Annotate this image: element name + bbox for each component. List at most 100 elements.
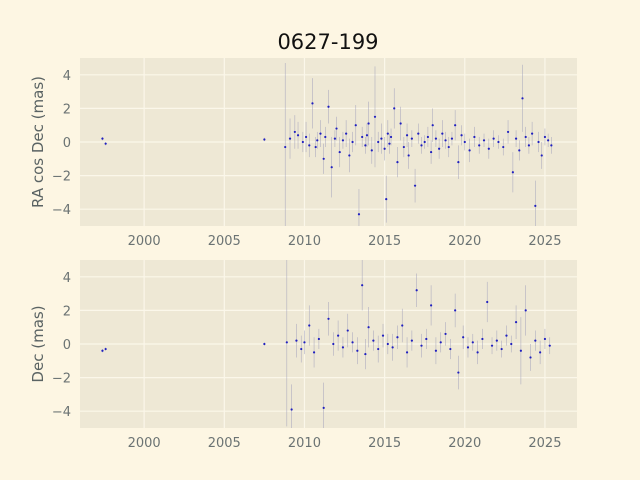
data-point — [367, 326, 370, 329]
dec-panel: 2000 2005 2010 2015 2020 2025 4 2 0 −2 −4 Dec (mas) — [29, 260, 577, 451]
data-point — [401, 324, 404, 327]
data-point — [385, 198, 388, 201]
data-point — [285, 341, 288, 344]
data-point — [438, 147, 441, 150]
y-tick-label: 0 — [63, 136, 71, 151]
data-point — [303, 341, 306, 344]
data-point — [372, 339, 375, 342]
data-point — [423, 140, 426, 144]
x-tick-label: 2000 — [128, 234, 161, 249]
data-point — [351, 341, 354, 344]
data-point — [426, 135, 429, 139]
data-point — [527, 144, 531, 147]
data-point — [487, 147, 490, 150]
data-point — [514, 137, 518, 140]
data-point — [296, 134, 300, 137]
data-point — [357, 213, 361, 216]
data-point — [450, 137, 454, 140]
data-point — [327, 317, 330, 320]
data-point — [548, 344, 551, 347]
data-point — [430, 150, 433, 154]
data-point — [290, 408, 293, 411]
data-point — [396, 161, 399, 164]
data-point — [308, 144, 311, 147]
data-point — [345, 132, 348, 135]
data-point — [540, 154, 543, 157]
data-point — [476, 351, 479, 354]
y-tick-label: −4 — [52, 405, 71, 420]
data-point — [471, 341, 474, 344]
data-point — [519, 349, 522, 352]
data-point — [482, 139, 486, 142]
data-point — [410, 137, 413, 140]
data-point — [524, 135, 527, 139]
data-point — [300, 347, 303, 351]
data-point — [319, 132, 322, 135]
y-tick-label: 2 — [63, 102, 71, 117]
data-point — [410, 339, 413, 342]
data-point — [364, 144, 367, 147]
data-point — [311, 102, 314, 105]
data-point — [434, 349, 438, 352]
x-tick-label: 2000 — [128, 436, 161, 451]
data-point — [518, 149, 521, 152]
data-point — [543, 135, 547, 139]
data-point — [301, 140, 304, 144]
data-point — [348, 154, 351, 157]
data-point — [354, 124, 357, 127]
data-point — [364, 352, 367, 356]
data-point — [351, 140, 354, 144]
data-point — [537, 140, 540, 144]
data-point — [457, 161, 460, 164]
data-point — [335, 127, 338, 130]
data-point — [531, 132, 534, 135]
data-point — [327, 105, 330, 108]
data-point — [365, 134, 369, 137]
x-tick-label: 2020 — [448, 234, 481, 249]
data-point — [293, 130, 296, 134]
data-point — [386, 342, 389, 346]
ra-panel: 2000 2005 2010 2015 2020 2025 4 2 0 −2 −4 RA cos De… — [29, 58, 577, 249]
data-point — [486, 300, 489, 304]
y-tick-label: −4 — [52, 203, 71, 218]
x-tick-label: 2005 — [208, 234, 241, 249]
data-point — [377, 347, 380, 351]
x-tick-label: 2025 — [528, 436, 561, 451]
data-point — [497, 140, 500, 144]
data-point — [399, 122, 402, 125]
data-point — [330, 166, 333, 169]
data-point — [312, 351, 316, 354]
y-tick-label: −2 — [52, 372, 71, 387]
data-point — [506, 130, 510, 134]
data-point — [341, 346, 345, 349]
data-point — [439, 341, 442, 344]
data-point — [333, 137, 337, 140]
data-point — [529, 356, 532, 359]
y-tick-label: 2 — [63, 304, 71, 319]
data-point — [468, 149, 471, 152]
x-tick-label: 2025 — [528, 234, 561, 249]
data-point — [338, 150, 341, 154]
data-point — [505, 334, 508, 337]
data-point — [386, 132, 389, 135]
data-point — [417, 132, 420, 135]
data-point — [441, 132, 444, 135]
data-point — [492, 137, 495, 140]
data-point — [332, 342, 335, 346]
x-tick-label: 2015 — [368, 436, 401, 451]
data-point — [524, 309, 527, 312]
data-point — [514, 321, 518, 324]
data-point — [324, 135, 327, 139]
x-tick-label: 2010 — [288, 234, 321, 249]
data-point — [539, 351, 542, 354]
data-point — [304, 135, 308, 139]
data-point — [420, 344, 423, 347]
data-point — [407, 154, 410, 157]
data-point — [314, 145, 317, 149]
x-tick-label: 2020 — [448, 436, 481, 451]
data-point — [101, 349, 104, 352]
y-tick-label: −2 — [52, 170, 71, 185]
y-tick-label: 4 — [63, 271, 71, 286]
data-point — [495, 339, 498, 342]
data-point — [502, 145, 505, 149]
